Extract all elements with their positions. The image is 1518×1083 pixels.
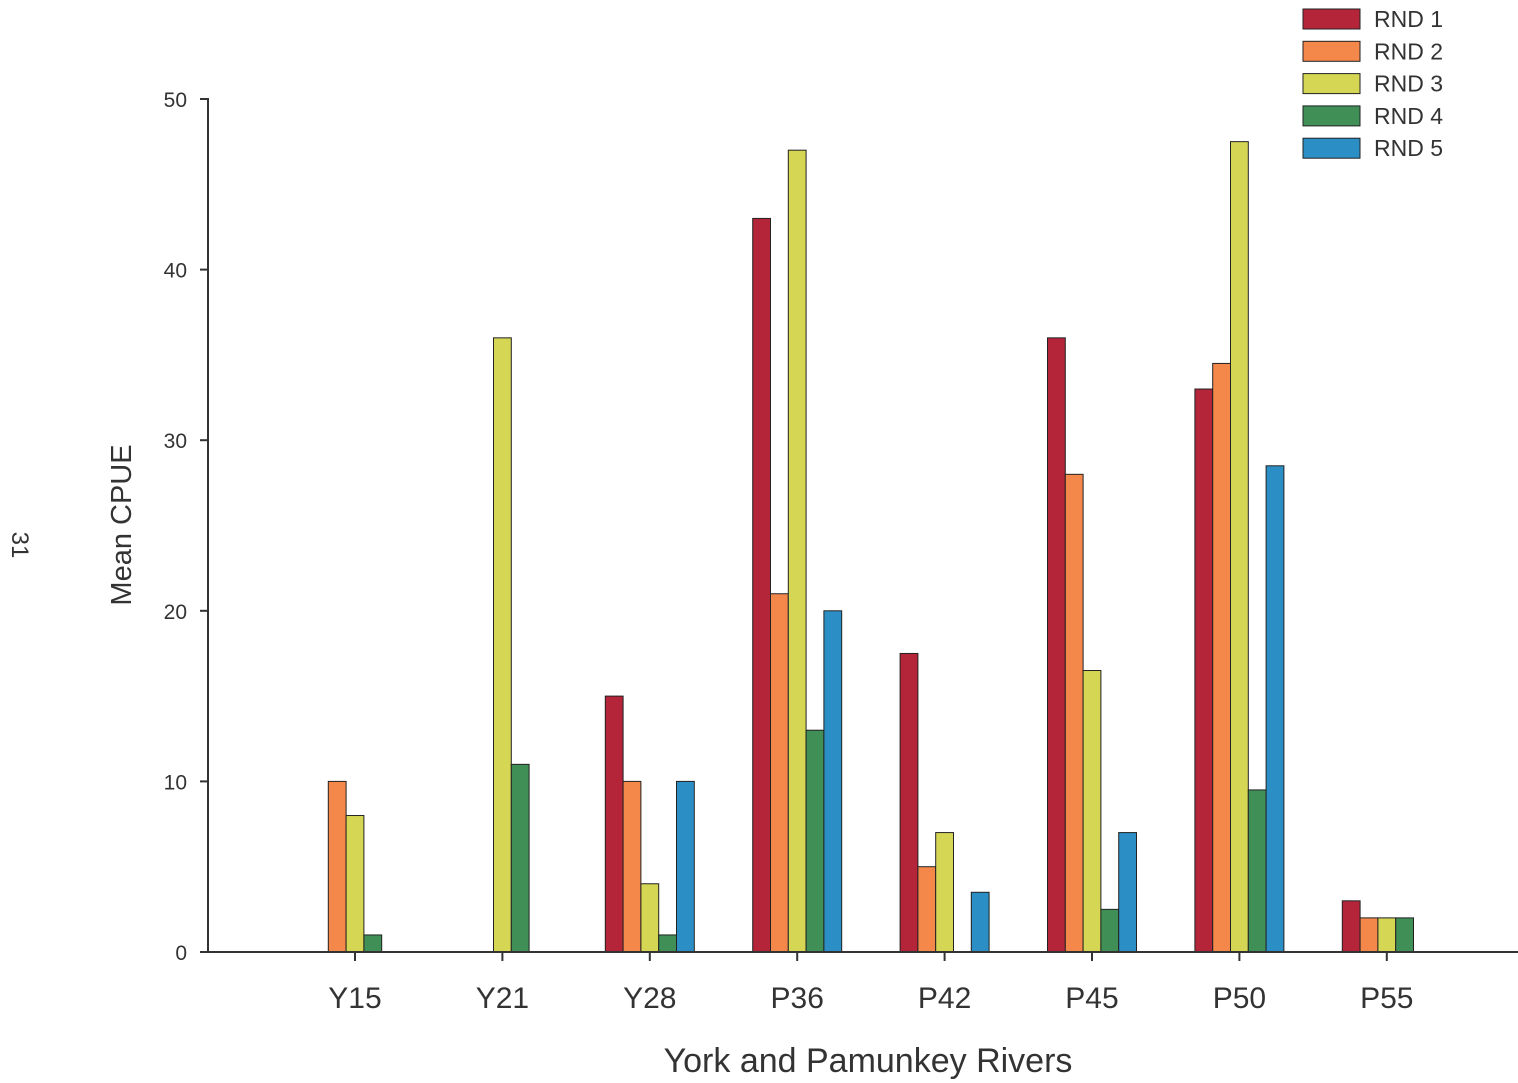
- x-tick-label: P50: [1213, 982, 1266, 1015]
- bar-y15-series-3: [345, 815, 365, 953]
- bar-y28-series-2: [622, 780, 642, 953]
- y-tick-label: 50: [164, 89, 187, 112]
- bar-p36-series-1: [752, 217, 772, 953]
- x-tick-label: Y28: [623, 982, 676, 1015]
- legend-swatch-series-1: [1302, 8, 1361, 30]
- bar-p36-series-2: [770, 593, 789, 953]
- bar-p45-series-3: [1082, 670, 1102, 953]
- bars: [327, 141, 1414, 953]
- x-axis-ticks: Y15 Y21 Y28 P36 P42 P45 P50 P55: [328, 952, 1413, 1015]
- bar-p55-series-4: [1395, 917, 1414, 953]
- legend: RND 1 RND 2 RND 3 RND 4 RND 5: [1302, 6, 1443, 161]
- bar-p45-series-2: [1064, 473, 1084, 953]
- x-axis-title: York and Pamunkey Rivers: [664, 1042, 1073, 1080]
- bar-y21-series-4: [510, 763, 530, 953]
- legend-label-series-1: RND 1: [1374, 6, 1443, 32]
- bar-p45-series-5: [1118, 832, 1137, 953]
- bar-y21-series-3: [493, 337, 512, 953]
- y-axis-ticks: 0 10 20 30 40 50: [164, 89, 208, 965]
- bar-p36-series-4: [805, 729, 825, 953]
- x-tick-label: P42: [918, 982, 971, 1015]
- bar-p36-series-5: [823, 610, 843, 953]
- bar-p45-series-4: [1100, 908, 1120, 953]
- bar-p42-series-3: [935, 832, 955, 953]
- bar-y28-series-1: [604, 695, 624, 953]
- bar-p55-series-1: [1341, 900, 1361, 953]
- bar-y28-series-5: [676, 780, 695, 953]
- bar-p50-series-1: [1194, 388, 1214, 953]
- bar-y15-series-2: [327, 780, 347, 953]
- y-tick-label: 30: [164, 430, 187, 453]
- x-tick-label: P36: [771, 982, 824, 1015]
- x-tick-label: P45: [1065, 982, 1118, 1015]
- legend-swatch-series-5: [1302, 137, 1361, 159]
- bar-p50-series-4: [1247, 789, 1267, 953]
- bar-p42-series-2: [917, 866, 937, 953]
- x-tick-label: P55: [1360, 982, 1413, 1015]
- bar-p50-series-2: [1212, 362, 1231, 953]
- bar-p36-series-3: [787, 149, 807, 953]
- bar-p55-series-3: [1377, 917, 1397, 953]
- legend-swatch-series-3: [1302, 73, 1361, 95]
- bar-p50-series-5: [1265, 465, 1285, 953]
- bar-y15-series-4: [363, 934, 383, 953]
- y-tick-label: 40: [164, 260, 187, 283]
- bar-p55-series-2: [1359, 917, 1379, 953]
- legend-label-series-3: RND 3: [1374, 71, 1443, 97]
- legend-label-series-5: RND 5: [1374, 135, 1443, 161]
- y-tick-label: 0: [175, 942, 187, 965]
- bar-p45-series-1: [1047, 337, 1066, 953]
- bar-p42-series-5: [970, 891, 990, 953]
- page-number: 31: [6, 532, 33, 559]
- bar-y28-series-3: [640, 883, 660, 953]
- x-tick-label: Y21: [476, 982, 529, 1015]
- y-axis-title: Mean CPUE: [106, 444, 138, 605]
- bar-y28-series-4: [658, 934, 678, 953]
- legend-swatch-series-2: [1302, 40, 1361, 62]
- legend-swatch-series-4: [1302, 105, 1361, 127]
- legend-label-series-4: RND 4: [1374, 103, 1443, 129]
- x-tick-label: Y15: [328, 982, 381, 1015]
- y-tick-label: 10: [164, 771, 187, 794]
- y-tick-label: 20: [164, 601, 187, 624]
- bar-p50-series-3: [1230, 141, 1249, 953]
- legend-label-series-2: RND 2: [1374, 38, 1443, 64]
- bar-p42-series-1: [899, 652, 919, 953]
